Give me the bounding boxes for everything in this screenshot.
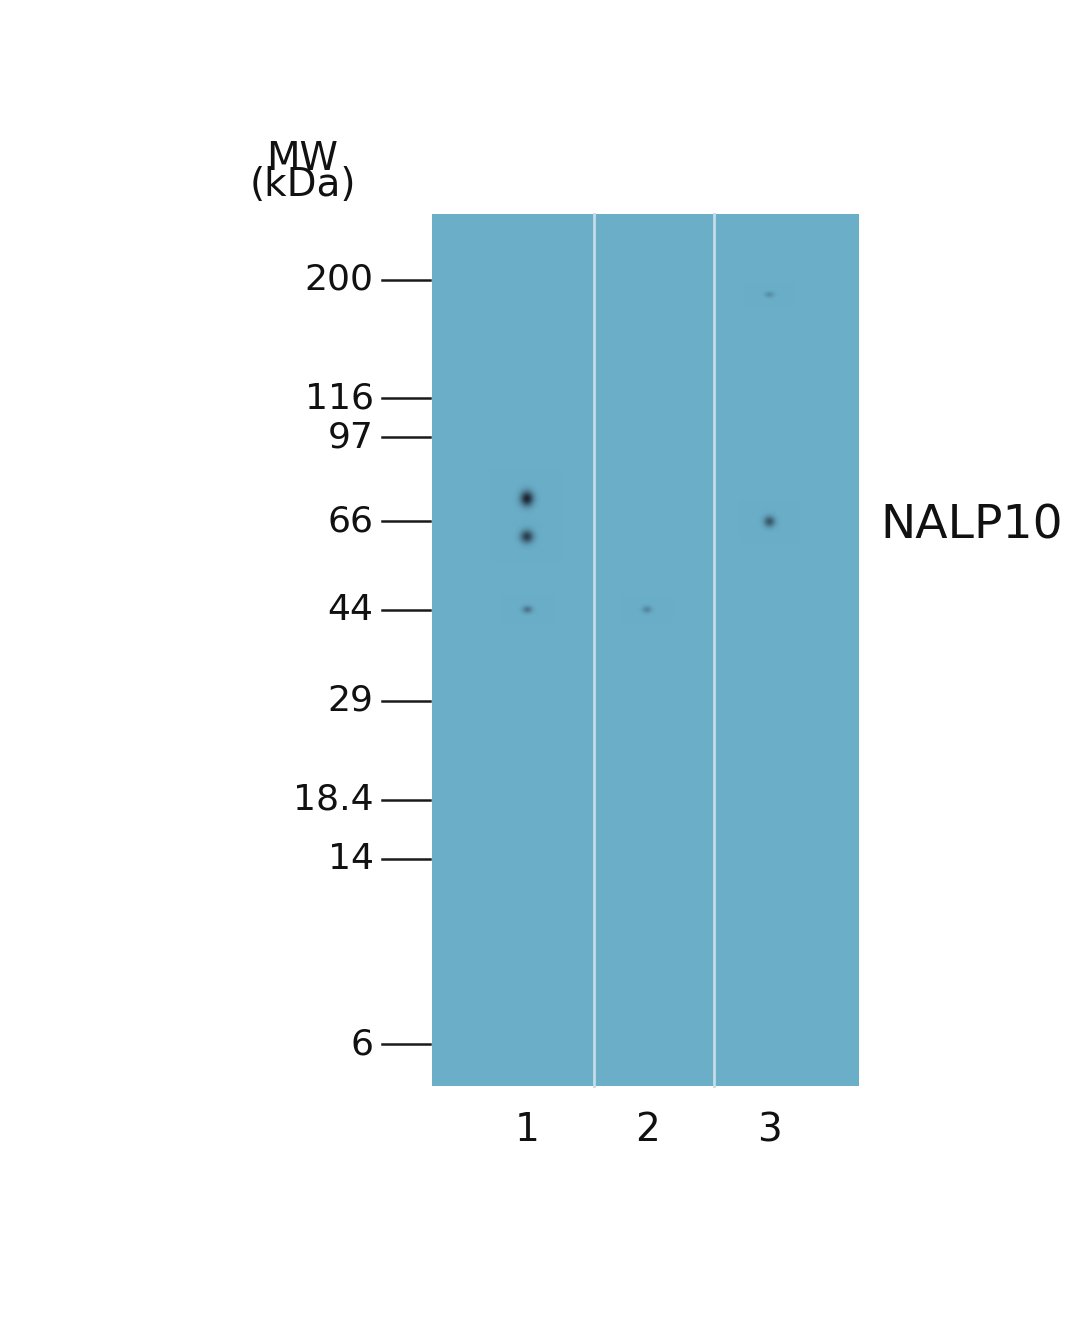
- Bar: [432, 213, 859, 1087]
- Text: 200: 200: [305, 262, 374, 296]
- Text: 44: 44: [327, 593, 374, 627]
- Text: NALP10: NALP10: [880, 504, 1063, 549]
- Text: 1: 1: [514, 1112, 539, 1150]
- Text: 2: 2: [635, 1112, 660, 1150]
- Text: 3: 3: [757, 1112, 782, 1150]
- Text: 116: 116: [305, 382, 374, 415]
- Text: (kDa): (kDa): [249, 166, 355, 204]
- Text: 6: 6: [351, 1027, 374, 1062]
- Text: MW: MW: [267, 141, 338, 178]
- Text: 18.4: 18.4: [293, 782, 374, 817]
- Text: 97: 97: [327, 420, 374, 454]
- Text: 29: 29: [327, 684, 374, 718]
- Text: 14: 14: [327, 843, 374, 876]
- Text: 66: 66: [327, 504, 374, 539]
